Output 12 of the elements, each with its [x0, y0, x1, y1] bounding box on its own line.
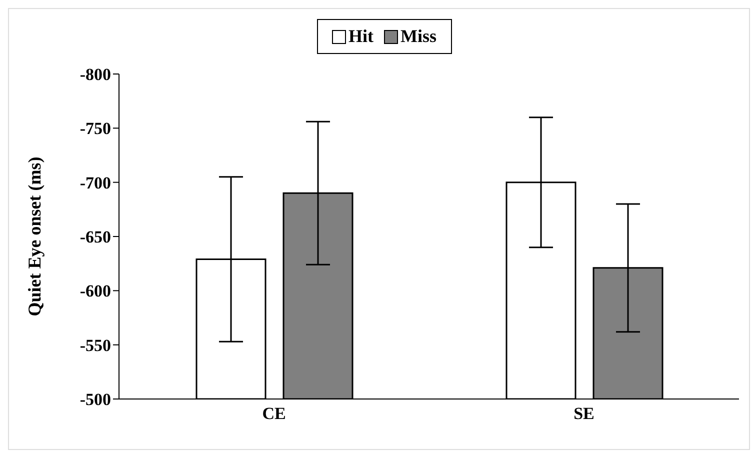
y-tick-label: -650	[80, 228, 111, 247]
y-axis-title: Quiet Eye onset (ms)	[24, 156, 44, 316]
y-tick-label: -750	[80, 119, 111, 138]
y-tick-label: -500	[80, 390, 111, 410]
legend-label: Miss	[400, 26, 436, 47]
y-tick-label: -800	[80, 65, 111, 84]
x-tick-label: SE	[574, 404, 594, 424]
legend-label: Hit	[348, 26, 374, 47]
x-tick-label: CE	[262, 404, 286, 424]
y-tick-label: -600	[80, 282, 111, 301]
y-tick-label: -700	[80, 173, 111, 192]
y-tick-label: -550	[80, 336, 111, 355]
